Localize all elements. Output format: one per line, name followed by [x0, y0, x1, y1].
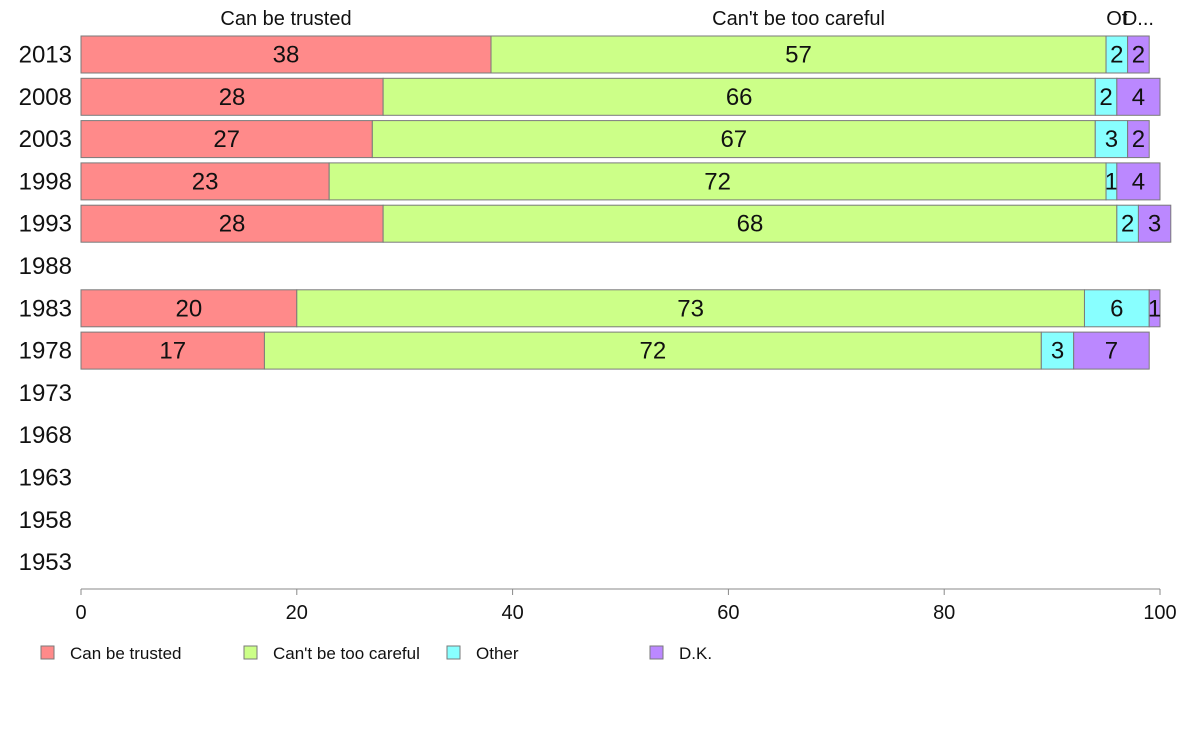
legend-swatch-2 [446, 645, 461, 660]
bar-segment-2008-1 [382, 77, 1096, 116]
data-label-1993-2: 2 [1121, 211, 1134, 238]
data-label-1998-3: 4 [1132, 168, 1145, 195]
x-tick-label-0: 0 [75, 602, 86, 624]
data-label-2008-0: 28 [219, 84, 246, 111]
data-label-2008-3: 4 [1132, 84, 1145, 111]
y-tick-label-1958: 1958 [19, 507, 72, 534]
data-label-2003-3: 2 [1132, 126, 1145, 153]
top-segment-label-1: Can't be too careful [712, 8, 885, 30]
data-label-1983-1: 73 [677, 295, 704, 322]
bar-segment-1993-1 [382, 204, 1118, 243]
data-label-1998-2: 1 [1105, 168, 1118, 195]
y-tick-label-1988: 1988 [19, 253, 72, 280]
bar-segment-1978-2 [1040, 331, 1075, 370]
data-label-1978-3: 7 [1105, 338, 1118, 365]
legend-swatch-0 [40, 645, 55, 660]
bar-segment-2013-3 [1127, 35, 1150, 74]
x-tick-label-40: 40 [501, 602, 523, 624]
bar-segment-2003-1 [371, 120, 1096, 159]
data-label-2003-0: 27 [213, 126, 240, 153]
legend-label-2: Other [476, 644, 519, 663]
y-tick-label-1983: 1983 [19, 295, 72, 322]
y-tick-label-2013: 2013 [19, 42, 72, 69]
bar-segment-2003-2 [1094, 120, 1129, 159]
data-label-1993-1: 68 [737, 211, 764, 238]
bar-segment-1983-1 [296, 289, 1085, 328]
bar-segment-2013-1 [490, 35, 1107, 74]
top-segment-label-3: D... [1123, 8, 1154, 30]
data-label-1998-1: 72 [704, 168, 731, 195]
bar-segment-1978-3 [1073, 331, 1150, 370]
data-label-2003-2: 3 [1105, 126, 1118, 153]
data-label-1978-0: 17 [159, 338, 186, 365]
data-label-2013-1: 57 [785, 42, 812, 69]
bar-segment-2003-3 [1127, 120, 1150, 159]
bar-segment-1983-2 [1083, 289, 1150, 328]
data-label-1983-3: 1 [1148, 295, 1161, 322]
bar-segment-2008-3 [1116, 77, 1161, 116]
x-tick-label-20: 20 [286, 602, 308, 624]
x-tick-label-60: 60 [717, 602, 739, 624]
x-tick-label-100: 100 [1143, 602, 1176, 624]
y-tick-label-1973: 1973 [19, 380, 72, 407]
data-label-2008-2: 2 [1099, 84, 1112, 111]
data-label-1983-2: 6 [1110, 295, 1123, 322]
legend-swatch-3 [649, 645, 664, 660]
data-label-1993-0: 28 [219, 211, 246, 238]
data-label-2013-3: 2 [1132, 42, 1145, 69]
legend-label-3: D.K. [679, 644, 712, 663]
y-tick-label-1978: 1978 [19, 338, 72, 365]
bar-segment-1983-3 [1148, 289, 1161, 328]
data-label-2013-2: 2 [1110, 42, 1123, 69]
data-label-2008-1: 66 [726, 84, 753, 111]
y-tick-label-1963: 1963 [19, 465, 72, 492]
y-tick-label-1953: 1953 [19, 549, 72, 576]
bar-segment-1993-0 [80, 204, 384, 243]
y-tick-label-1998: 1998 [19, 168, 72, 195]
y-tick-label-2003: 2003 [19, 126, 72, 153]
y-tick-label-2008: 2008 [19, 84, 72, 111]
legend-label-0: Can be trusted [70, 644, 182, 663]
bar-segment-1983-0 [80, 289, 298, 328]
data-label-1998-0: 23 [192, 168, 219, 195]
y-tick-label-1993: 1993 [19, 211, 72, 238]
data-label-1978-2: 3 [1051, 338, 1064, 365]
bar-segment-1998-0 [80, 162, 330, 201]
bar-segment-1998-3 [1116, 162, 1161, 201]
top-segment-label-0: Can be trusted [220, 8, 351, 30]
data-label-2013-0: 38 [273, 42, 300, 69]
data-label-1978-1: 72 [640, 338, 667, 365]
legend-label-1: Can't be too careful [273, 644, 420, 663]
top-segment-label-2: Ot [1106, 8, 1128, 30]
data-label-2003-1: 67 [720, 126, 747, 153]
bar-segment-1978-0 [80, 331, 265, 370]
bar-segment-2003-0 [80, 120, 373, 159]
bar-segment-2008-0 [80, 77, 384, 116]
legend-swatch-1 [243, 645, 258, 660]
y-tick-label-1968: 1968 [19, 422, 72, 449]
data-label-1983-0: 20 [176, 295, 203, 322]
data-label-1993-3: 3 [1148, 211, 1161, 238]
x-tick-label-80: 80 [933, 602, 955, 624]
bar-segment-1993-3 [1137, 204, 1172, 243]
bar-segment-1978-1 [263, 331, 1042, 370]
